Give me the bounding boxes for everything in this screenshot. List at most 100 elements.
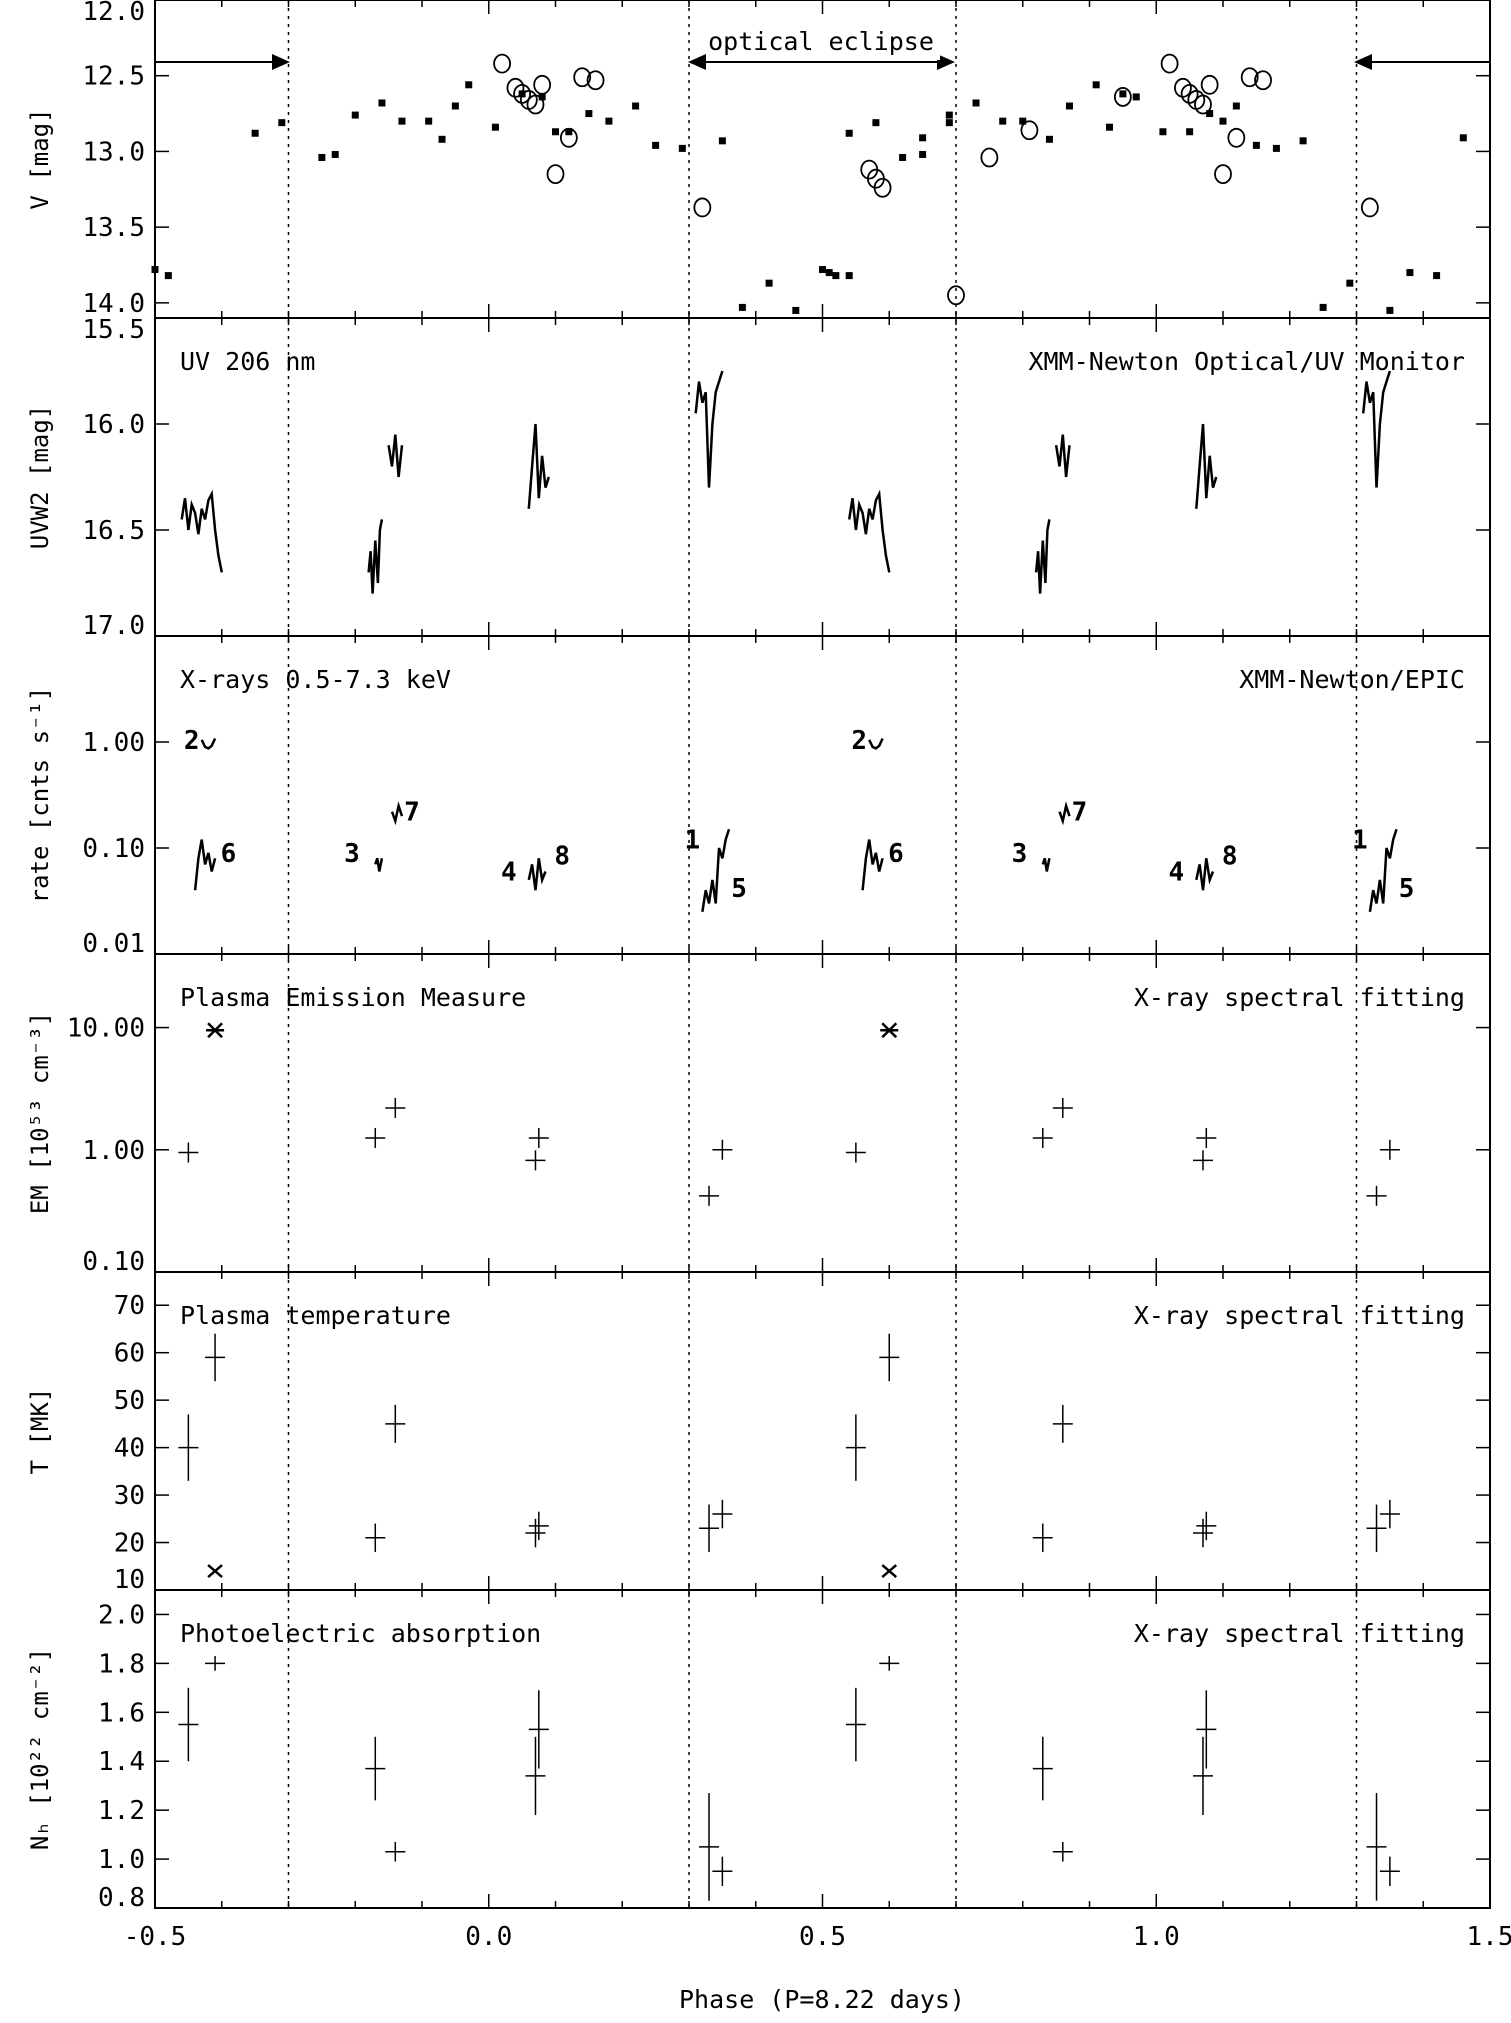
ylabel-em: EM [10⁵³ cm⁻³] [26,1012,54,1214]
filled-data-point [919,134,927,142]
open-data-point [693,197,712,218]
light-curve-segment [527,423,550,509]
light-curve-segment [1058,801,1071,826]
series-0 [178,1656,1400,1901]
x-tick-label: 0.0 [465,1922,512,1952]
series-0 [200,737,217,750]
series-1 [193,839,217,891]
segment-number-label: 8 [1222,841,1238,871]
segment-number-label: 1 [685,826,701,856]
filled-data-point [1065,102,1073,110]
filled-data-point [1232,102,1240,110]
x-data-point [881,1564,898,1578]
series-1 [493,53,1379,306]
filled-data-point [278,119,286,127]
filled-data-point [632,102,640,110]
series-6 [1034,519,1051,594]
series-4 [527,858,547,891]
filled-data-point [945,111,953,119]
filled-data-point [1186,128,1194,136]
y-tick-label: 16.5 [82,516,145,546]
segment-number-label: 2 [851,726,867,756]
filled-data-point [378,99,386,107]
series-1 [206,1022,899,1039]
y-tick-label: 0.10 [82,834,145,864]
filled-data-point [1406,269,1414,277]
series-2 [374,857,384,872]
filled-data-point [999,117,1007,125]
y-tick-label: 1.00 [82,1136,145,1166]
series-7 [861,839,884,891]
y-tick-label: 1.0 [98,1845,145,1875]
x-tick-label: 1.5 [1467,1922,1511,1952]
filled-data-point [1132,93,1140,101]
y-tick-label: 14.0 [82,289,145,319]
series-3 [527,423,550,509]
filled-data-point [1252,141,1260,149]
filled-data-point [491,123,499,131]
filled-data-point [585,110,593,118]
open-data-point [1214,164,1232,185]
light-curve-segment [847,489,891,573]
series-9 [1058,801,1071,826]
xray-panel-label: X-rays 0.5-7.3 keV [180,665,451,694]
x-data-point [207,1564,223,1578]
segment-number-label: 4 [1168,858,1184,888]
y-tick-label: 50 [114,1386,145,1416]
open-data-point [1194,94,1212,115]
filled-data-point [845,272,853,280]
light-curve-segment [1195,858,1215,891]
light-curve-segment [861,839,884,891]
open-data-point [873,177,892,198]
filled-data-point [792,306,800,314]
light-curve-segment [1361,370,1392,488]
open-data-point [526,94,545,115]
open-data-point [1113,87,1132,107]
light-curve-segment [868,737,884,750]
filled-data-point [1159,128,1167,136]
ylabel-nh: Nₕ [10²² cm⁻²] [26,1648,54,1850]
open-data-point [493,53,512,74]
series-4 [694,370,724,488]
y-tick-label: 12.5 [82,62,145,92]
filled-data-point [331,150,339,158]
filled-data-point [438,135,446,143]
nh-panel-method: X-ray spectral fitting [1134,1619,1465,1648]
open-data-point [980,147,999,168]
series-0 [180,489,224,573]
open-data-point [1254,70,1272,91]
series-0 [178,1333,1400,1553]
segment-number-label: 3 [344,839,360,869]
filled-data-point [972,99,980,107]
arrowhead-eclipse-left [688,54,706,70]
filled-data-point [1219,117,1227,125]
y-tick-label: 0.01 [82,929,145,959]
light-curve-segment [193,839,217,891]
filled-data-point [819,266,826,274]
filled-data-point [1092,81,1100,89]
segment-number-label: 7 [404,798,420,828]
filled-data-point [318,153,326,161]
y-tick-label: 1.6 [98,1698,145,1728]
uv-panel-label: UV 206 nm [180,347,315,376]
panels: 12.012.513.013.514.015.516.016.517.00.01… [67,0,1491,1913]
y-tick-label: 13.0 [82,137,145,167]
light-curve-segment [1368,828,1398,912]
series-10 [1195,858,1215,891]
panel-1: 15.5 16.0 16.5 17.0 [82,315,1491,641]
open-data-point [1240,67,1259,88]
y-tick-label: 16.0 [82,410,145,440]
filled-data-point [251,129,259,137]
light-curve-segment [1195,423,1218,509]
filled-data-point [872,119,880,127]
y-tick-label: 13.5 [82,213,145,243]
optical-eclipse-arrows [155,54,1490,70]
filled-data-point [845,129,853,137]
filled-data-point [351,111,359,119]
arrowhead-eclipse-right [937,54,955,70]
filled-data-point [151,266,159,274]
filled-data-point [398,117,406,125]
filled-data-point [1319,303,1327,311]
series-1 [367,519,384,594]
